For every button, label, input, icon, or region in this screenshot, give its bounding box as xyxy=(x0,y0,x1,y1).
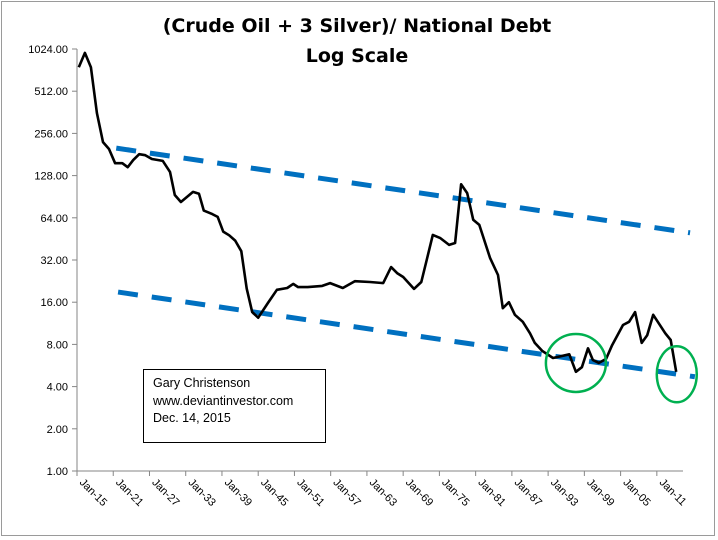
annotation-box: Gary Christenson www.deviantinvestor.com… xyxy=(143,369,326,443)
x-tick-label: Jan-99 xyxy=(584,477,616,509)
x-tick-label: Jan-51 xyxy=(294,477,326,509)
annotation-date: Dec. 14, 2015 xyxy=(153,411,231,425)
x-tick-label: Jan-45 xyxy=(258,477,290,509)
x-tick-label: Jan-93 xyxy=(548,477,580,509)
highlight-circle xyxy=(544,332,608,394)
y-tick-label: 512.00 xyxy=(34,86,68,98)
trend-line xyxy=(115,145,691,236)
annotation-author: Gary Christenson xyxy=(153,376,251,390)
y-tick-label: 1024.00 xyxy=(28,44,68,56)
trend-line xyxy=(117,289,696,380)
x-tick-label: Jan-69 xyxy=(403,477,435,509)
axes: 1.00 2.00 4.00 8.00 16.00 32.00 64.00 128.00 256… xyxy=(28,44,688,509)
y-tick-label: 64.00 xyxy=(40,213,68,225)
x-tick-label: Jan-11 xyxy=(657,477,689,509)
y-tick-label: 1.00 xyxy=(47,466,68,478)
chart-title: (Crude Oil + 3 Silver)/ National Debt xyxy=(163,15,552,37)
x-tick-label: Jan-57 xyxy=(331,477,363,509)
plot-area xyxy=(77,51,699,404)
x-tick-label: Jan-33 xyxy=(186,477,218,509)
y-tick-label: 2.00 xyxy=(47,424,68,436)
annotation-website: www.deviantinvestor.com xyxy=(153,393,294,408)
x-tick-label: Jan-05 xyxy=(620,477,652,509)
x-tick-label: Jan-75 xyxy=(439,477,471,509)
y-tick-label: 256.00 xyxy=(34,128,68,140)
y-tick-label: 4.00 xyxy=(47,382,68,394)
y-tick-label: 8.00 xyxy=(47,339,68,351)
highlight-circle xyxy=(655,344,699,404)
data-series-line xyxy=(77,51,678,374)
x-tick-label: Jan-87 xyxy=(512,477,544,509)
y-tick-label: 16.00 xyxy=(40,297,68,309)
y-tick-label: 32.00 xyxy=(40,255,68,267)
x-tick-label: Jan-63 xyxy=(367,477,399,509)
x-tick-label: Jan-21 xyxy=(113,477,145,509)
chart-subtitle: Log Scale xyxy=(306,45,409,67)
x-tick-label: Jan-39 xyxy=(222,477,254,509)
x-tick-label: Jan-27 xyxy=(149,477,181,509)
x-tick-label: Jan-15 xyxy=(77,477,109,509)
y-tick-label: 128.00 xyxy=(34,171,68,183)
x-tick-label: Jan-81 xyxy=(476,477,508,509)
